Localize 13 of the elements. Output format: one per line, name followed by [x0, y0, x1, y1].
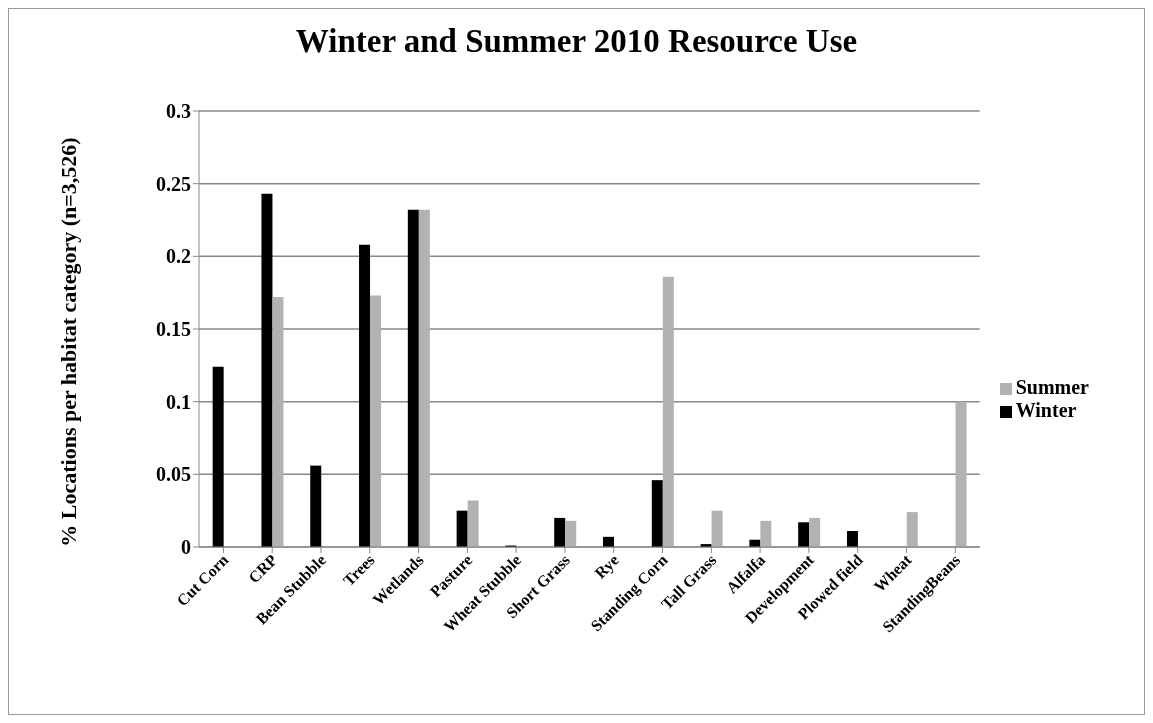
y-tick-label: 0.05 — [156, 463, 191, 486]
y-tick-label: 0.2 — [166, 245, 191, 268]
y-tick-label: 0.15 — [156, 318, 191, 341]
y-tick-label: 0 — [181, 536, 191, 559]
y-tick-label: 0.3 — [166, 100, 191, 123]
y-axis-title: % Locations per habitat category (n=3,526) — [55, 136, 82, 549]
x-tick-label: Rye — [591, 551, 623, 583]
y-tick-label: 0.25 — [156, 172, 191, 195]
legend-label: Summer — [1015, 376, 1089, 398]
chart-title: Winter and Summer 2010 Resource Use — [294, 23, 859, 60]
x-tick-label: CRP — [245, 550, 281, 587]
legend-label: Winter — [1015, 399, 1077, 421]
y-tick-label: 0.1 — [166, 390, 191, 413]
